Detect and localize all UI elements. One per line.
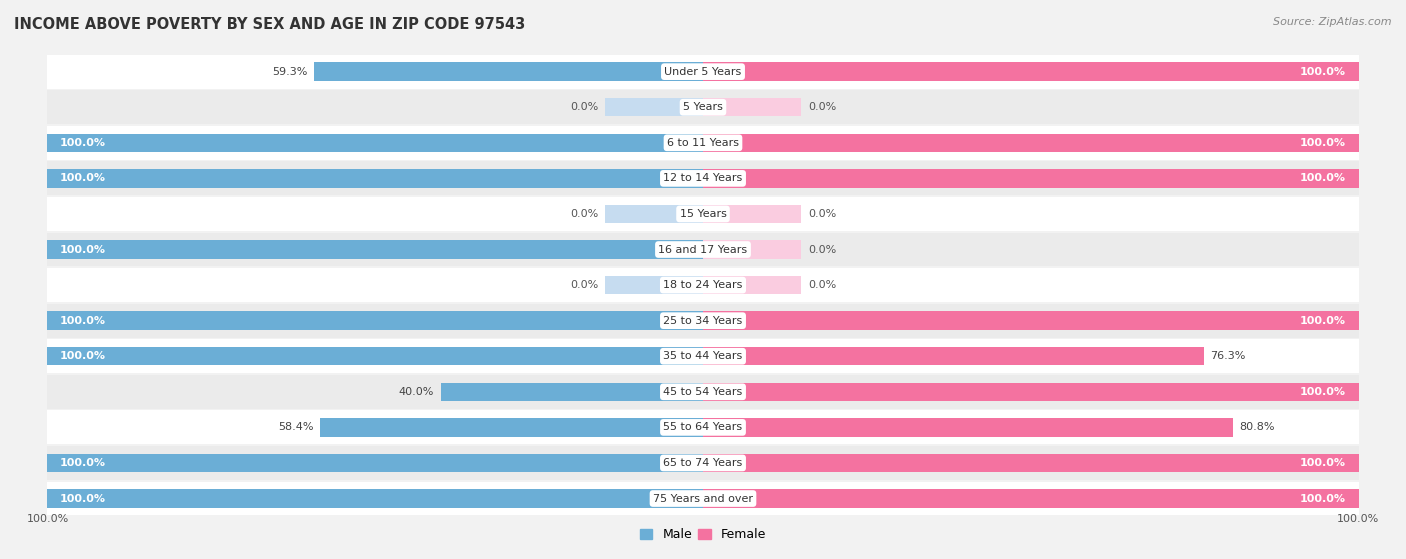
Bar: [46, 489, 703, 508]
Text: 6 to 11 Years: 6 to 11 Years: [666, 138, 740, 148]
Bar: [46, 311, 703, 330]
Bar: [46, 91, 1360, 124]
Bar: [605, 205, 703, 223]
Text: 100.0%: 100.0%: [60, 494, 105, 504]
Text: 65 to 74 Years: 65 to 74 Years: [664, 458, 742, 468]
Bar: [703, 240, 801, 259]
Text: 75 Years and over: 75 Years and over: [652, 494, 754, 504]
Bar: [46, 268, 1360, 302]
Bar: [46, 240, 703, 259]
Text: INCOME ABOVE POVERTY BY SEX AND AGE IN ZIP CODE 97543: INCOME ABOVE POVERTY BY SEX AND AGE IN Z…: [14, 17, 526, 32]
Bar: [703, 311, 1360, 330]
Text: 0.0%: 0.0%: [808, 280, 837, 290]
Text: 76.3%: 76.3%: [1211, 351, 1246, 361]
Text: 100.0%: 100.0%: [1301, 387, 1346, 397]
Bar: [703, 418, 1233, 437]
Bar: [319, 418, 703, 437]
Text: 35 to 44 Years: 35 to 44 Years: [664, 351, 742, 361]
Bar: [46, 134, 703, 152]
Bar: [703, 382, 1360, 401]
Text: 100.0%: 100.0%: [60, 351, 105, 361]
Text: 0.0%: 0.0%: [808, 102, 837, 112]
Bar: [703, 489, 1360, 508]
Text: 100.0%: 100.0%: [1301, 138, 1346, 148]
Bar: [46, 162, 1360, 195]
Text: 40.0%: 40.0%: [399, 387, 434, 397]
Text: Source: ZipAtlas.com: Source: ZipAtlas.com: [1274, 17, 1392, 27]
Bar: [703, 63, 1360, 81]
Bar: [46, 169, 703, 188]
Bar: [46, 375, 1360, 409]
Text: 100.0%: 100.0%: [1301, 458, 1346, 468]
Text: 15 Years: 15 Years: [679, 209, 727, 219]
Text: 100.0%: 100.0%: [1301, 494, 1346, 504]
Bar: [703, 205, 801, 223]
Text: 0.0%: 0.0%: [808, 244, 837, 254]
Bar: [46, 454, 703, 472]
Bar: [46, 197, 1360, 231]
Text: 100.0%: 100.0%: [60, 173, 105, 183]
Bar: [703, 98, 801, 116]
Bar: [46, 347, 703, 366]
Text: 55 to 64 Years: 55 to 64 Years: [664, 423, 742, 432]
Text: 100.0%: 100.0%: [60, 138, 105, 148]
Bar: [314, 63, 703, 81]
Text: 12 to 14 Years: 12 to 14 Years: [664, 173, 742, 183]
Bar: [46, 55, 1360, 88]
Bar: [46, 339, 1360, 373]
Text: 58.4%: 58.4%: [278, 423, 314, 432]
Text: 100.0%: 100.0%: [60, 244, 105, 254]
Bar: [703, 134, 1360, 152]
Bar: [703, 276, 801, 295]
Bar: [605, 276, 703, 295]
Bar: [46, 304, 1360, 338]
Text: 80.8%: 80.8%: [1240, 423, 1275, 432]
Text: 100.0%: 100.0%: [27, 514, 69, 524]
Text: 25 to 34 Years: 25 to 34 Years: [664, 316, 742, 326]
Text: 59.3%: 59.3%: [271, 67, 308, 77]
Bar: [703, 454, 1360, 472]
Text: 0.0%: 0.0%: [569, 280, 598, 290]
Text: 0.0%: 0.0%: [808, 209, 837, 219]
Bar: [440, 382, 703, 401]
Bar: [46, 446, 1360, 480]
Text: 0.0%: 0.0%: [569, 102, 598, 112]
Text: 100.0%: 100.0%: [1301, 316, 1346, 326]
Bar: [46, 482, 1360, 515]
Bar: [46, 126, 1360, 160]
Legend: Male, Female: Male, Female: [636, 523, 770, 547]
Bar: [703, 169, 1360, 188]
Text: Under 5 Years: Under 5 Years: [665, 67, 741, 77]
Text: 100.0%: 100.0%: [1337, 514, 1379, 524]
Bar: [46, 233, 1360, 267]
Text: 5 Years: 5 Years: [683, 102, 723, 112]
Text: 45 to 54 Years: 45 to 54 Years: [664, 387, 742, 397]
Text: 18 to 24 Years: 18 to 24 Years: [664, 280, 742, 290]
Text: 100.0%: 100.0%: [1301, 173, 1346, 183]
Text: 16 and 17 Years: 16 and 17 Years: [658, 244, 748, 254]
Text: 0.0%: 0.0%: [569, 209, 598, 219]
Text: 100.0%: 100.0%: [60, 458, 105, 468]
Bar: [703, 347, 1204, 366]
Text: 100.0%: 100.0%: [60, 316, 105, 326]
Text: 100.0%: 100.0%: [1301, 67, 1346, 77]
Bar: [46, 410, 1360, 444]
Bar: [605, 98, 703, 116]
